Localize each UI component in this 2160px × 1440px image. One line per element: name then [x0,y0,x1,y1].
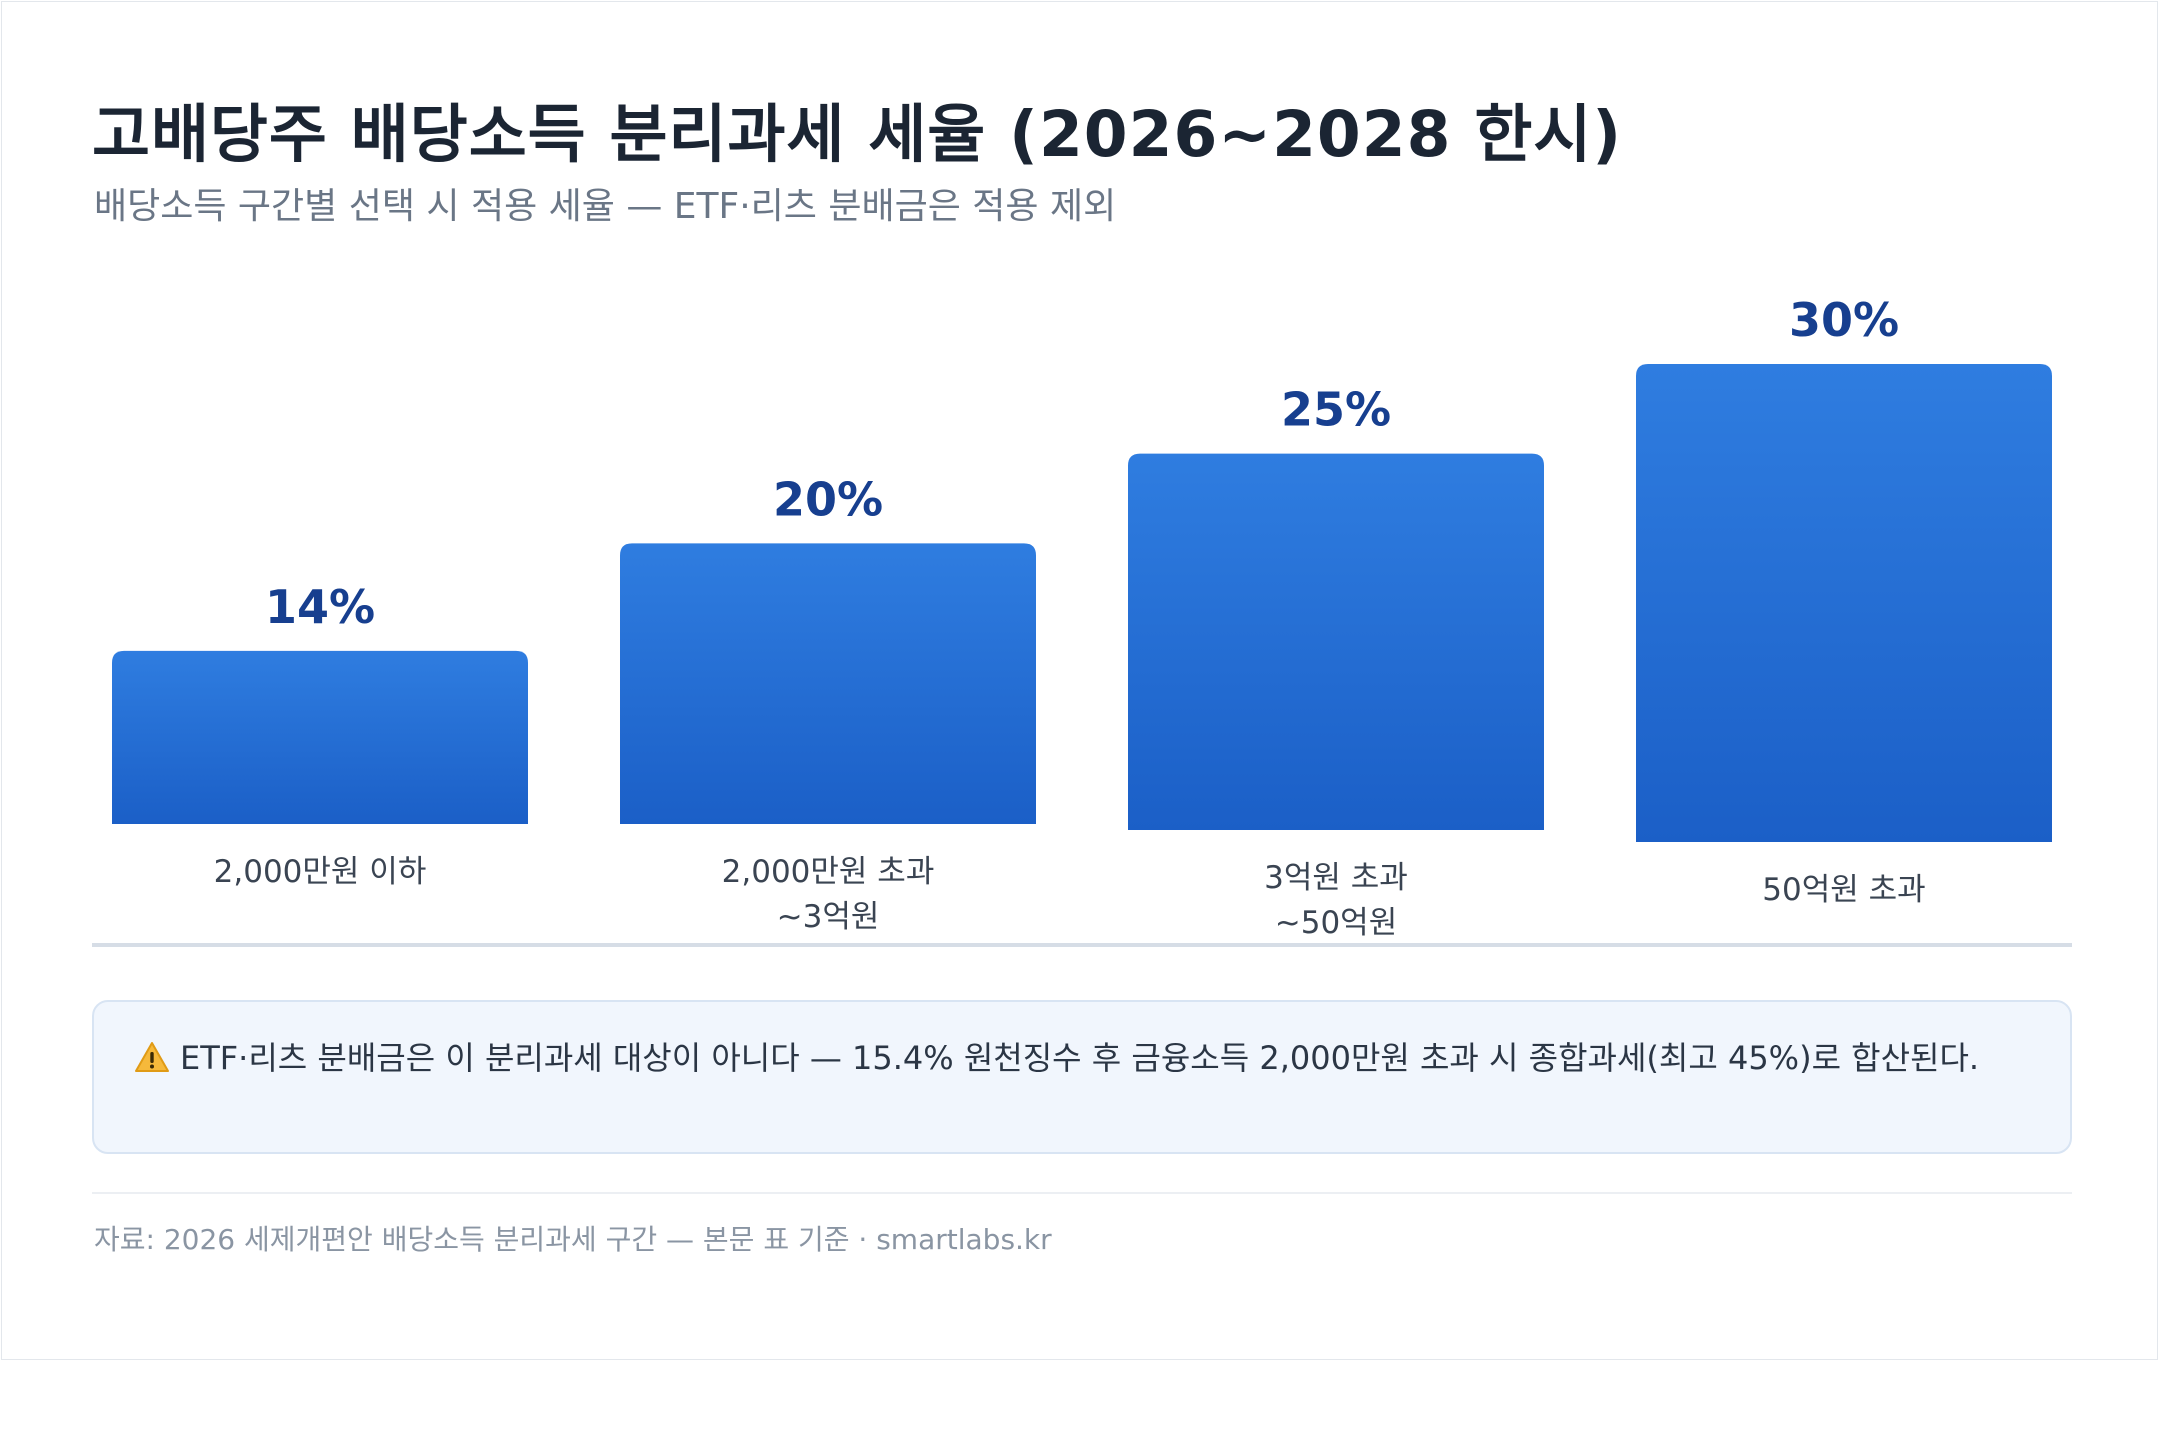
callout-text: ETF·리츠 분배금은 이 분리과세 대상이 아니다 — 15.4% 원천징수 … [180,1039,1980,1077]
category-label-2-line-2: ~3억원 [777,899,880,935]
category-label-2-line-1: 2,000만원 초과 [722,854,935,890]
value-label-2: 20% [773,472,883,526]
warning-icon [134,1038,170,1086]
value-label-4: 30% [1789,293,1899,347]
category-label-1: 2,000만원 이하 [214,854,427,890]
warning-callout: ETF·리츠 분배금은 이 분리과세 대상이 아니다 — 15.4% 원천징수 … [92,1000,2072,1154]
category-label-3-line-1: 3억원 초과 [1264,860,1408,896]
bar-chart: 14% 2,000만원 이하 20% 2,000만원 초과 ~3억원 25% 3억원 초과 ~… [92,293,2072,947]
value-label-1: 14% [265,580,375,634]
category-label-3-line-2: ~50억원 [1275,905,1397,941]
chart-card: 고배당주 배당소득 분리과세 세율 (2026~2028 한시) 배당소득 구간… [1,1,2158,1360]
bar-3 [1128,453,1544,830]
chart-title: 고배당주 배당소득 분리과세 세율 (2026~2028 한시) [92,98,1623,171]
source-note: 자료: 2026 세제개편안 배당소득 분리과세 구간 — 본문 표 기준 · … [94,1223,1052,1256]
chart-subtitle: 배당소득 구간별 선택 시 적용 세율 — ETF·리츠 분배금은 적용 제외 [94,186,1117,227]
bar-1 [112,650,528,824]
category-label-4: 50억원 초과 [1762,872,1925,908]
bar-4 [1636,364,2052,842]
bar-2 [620,543,1036,824]
value-label-3: 25% [1281,383,1391,437]
footer-divider [92,1192,2072,1194]
